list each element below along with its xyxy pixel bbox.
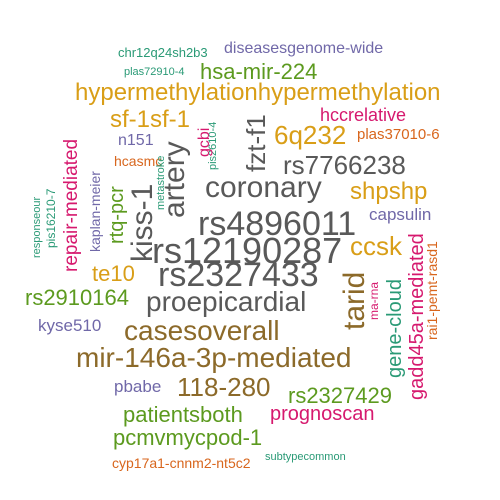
word-tarid: tarid: [338, 271, 371, 330]
word-chr12q24sh2b3: chr12q24sh2b3: [118, 45, 208, 60]
word-rtq-pcr: rtq-pcr: [106, 186, 128, 244]
word-hcasmc: hcasmc: [114, 153, 163, 169]
word-gene-cloud: gene-cloud: [384, 279, 406, 378]
word-rs7766238: rs7766238: [283, 150, 406, 180]
word-ccsk: ccsk: [350, 231, 402, 261]
word-pcmvmycpod-1: pcmvmycpod-1: [113, 425, 263, 450]
word-plas37010-6: plas37010-6: [357, 126, 440, 143]
word-gcbi: gcbi: [196, 127, 213, 157]
word-plas72910-4: plas72910-4: [124, 66, 185, 78]
word-coronary: coronary: [205, 171, 322, 204]
word-sf-1sf-1: sf-1sf-1: [110, 106, 191, 133]
word-kyse510: kyse510: [38, 316, 102, 335]
word-capsulin: capsulin: [369, 205, 432, 224]
word-proepicardial: proepicardial: [146, 286, 307, 317]
word-n151: n151: [118, 132, 154, 149]
word-rs2327433: rs2327433: [158, 256, 319, 294]
word-hccrelative: hccrelative: [320, 105, 407, 125]
word-hypermethylationhypermethylation: hypermethylationhypermethylation: [75, 79, 441, 106]
word-prognoscan: prognoscan: [270, 403, 375, 425]
word-rs4896011: rs4896011: [198, 205, 357, 243]
word-casesoverall: casesoverall: [124, 315, 280, 346]
word-rs12190287: rs12190287: [152, 230, 343, 271]
word-artery: artery: [158, 141, 191, 218]
word-fzt-f1: fzt-f1: [241, 114, 271, 172]
word-rs2327429: rs2327429: [288, 383, 392, 408]
word-subtypecommon: subtypecommon: [265, 451, 346, 463]
word-mir-146a-3p-mediated: mir-146a-3p-mediated: [76, 342, 352, 373]
word-pis16210-7: pis16210-7: [44, 188, 58, 248]
word-118-280: 118-280: [177, 372, 271, 402]
word-diseasesgenome-wide: diseasesgenome-wide: [224, 40, 384, 57]
word-rs2910164: rs2910164: [25, 285, 129, 310]
word-pbabe: pbabe: [114, 377, 162, 396]
word-6q232: 6q232: [274, 120, 347, 150]
word-repair-mediated: repair-mediated: [61, 138, 82, 272]
word-shpshp: shpshp: [350, 178, 428, 205]
word-kaplan-meier: kaplan-meier: [87, 171, 103, 252]
word-cyp17a1-cnnm2-nt5c2: cyp17a1-cnnm2-nt5c2: [112, 455, 251, 471]
word-patientsboth: patientsboth: [123, 402, 243, 427]
word-responseour: responseour: [31, 196, 43, 258]
word-gadd45a-mediated: gadd45a-mediated: [406, 233, 428, 400]
word-te10: te10: [92, 261, 135, 286]
word-ma-rna: ma-rna: [367, 281, 381, 320]
word-hsa-mir-224: hsa-mir-224: [200, 59, 318, 84]
